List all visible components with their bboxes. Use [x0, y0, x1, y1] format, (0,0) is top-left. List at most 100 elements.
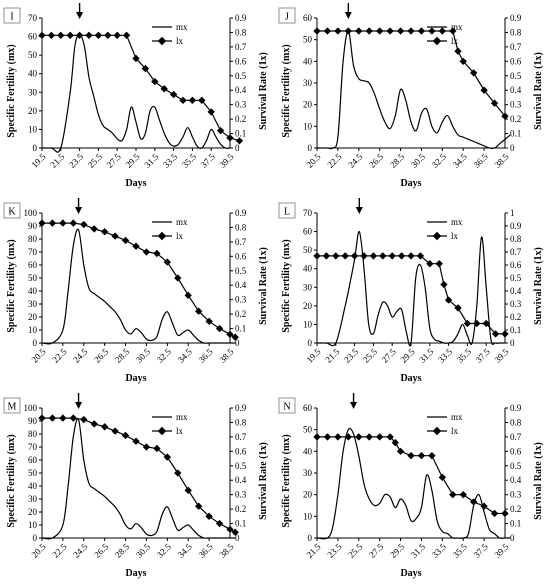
chart-n-svg: 0 10 20 30 40 50 60 0 0.1 0.2 0.3 0.4 0.5 0.6 0.7 0.8 0.…: [278, 393, 544, 579]
x-tick-label: 30.5: [134, 346, 153, 365]
series-mx-line: [41, 228, 236, 345]
y2-tick-label: 0: [235, 338, 240, 348]
y2-axis-title: Survival Rate (1x): [533, 442, 544, 520]
series-lx-line: [42, 222, 236, 338]
y-tick-label: 40: [303, 264, 313, 274]
series-lx-point: [323, 27, 332, 35]
y-axis-title: Specific Fertility (mx): [281, 239, 292, 332]
series-lx-point: [344, 27, 353, 35]
series-lx-point: [379, 252, 387, 260]
series-lx-point: [151, 77, 159, 86]
y-tick-label: 10: [28, 124, 38, 134]
x-tick-label: 21.5: [48, 151, 67, 170]
peak-arrow-head: [350, 402, 358, 409]
series-lx-point: [407, 27, 415, 35]
series-lx-point: [100, 423, 109, 431]
x-tick-label: 38.5: [217, 346, 236, 365]
x-tick-label: 24.5: [71, 346, 90, 365]
x-tick-label: 39.5: [492, 541, 511, 560]
x-tick-label: 34.5: [451, 151, 470, 170]
x-axis-title: Days: [400, 373, 421, 384]
y2-tick-label: 0: [235, 533, 240, 543]
x-axis-title: Days: [400, 178, 421, 189]
x-tick-label: 21.5: [304, 541, 323, 560]
y-tick-label: 40: [28, 481, 38, 491]
legend-lx-label: lx: [176, 36, 184, 46]
y2-tick-label: 1: [510, 208, 515, 218]
x-tick-label: 36.5: [197, 346, 216, 365]
x-tick-label: 35.5: [180, 151, 199, 170]
y-tick-label: 50: [28, 50, 38, 60]
x-tick-label: 33.5: [161, 151, 180, 170]
chart-panel-i: 0 10 20 30 40 50 60 70 0 0.1 0.2 0.3 0.4 0.5 0.6 0.7 0.8…: [0, 0, 275, 195]
chart-panel-m: 0 10 20 30 40 50 60 70 80 90 100 0 0.1 0.2 0.3 0.4 0.5 0.…: [0, 390, 275, 585]
chart-m-svg: 0 10 20 30 40 50 60 70 80 90 100 0 0.1 0.2 0.3 0.4 0.5 0.…: [3, 393, 269, 579]
y2-tick-label: 0.5: [510, 273, 522, 283]
legend-lx-marker: [432, 36, 442, 46]
y-tick-label: 10: [28, 520, 38, 530]
y2-tick-label: 0.7: [510, 42, 522, 52]
series-lx-point: [334, 433, 342, 441]
x-tick-label: 22.5: [325, 151, 344, 170]
y2-tick-label: 0.5: [235, 71, 247, 81]
y-tick-label: 20: [303, 100, 313, 110]
series-lx-point: [142, 443, 151, 451]
y-tick-label: 100: [24, 208, 38, 218]
x-tick-label: 25.5: [361, 346, 380, 365]
y2-tick-label: 0: [510, 533, 515, 543]
x-tick-label: 20.5: [29, 541, 48, 560]
x-axis-title: Days: [125, 373, 146, 384]
y2-tick-label: 0.1: [510, 325, 521, 335]
y2-tick-label: 0.9: [235, 13, 247, 23]
x-tick-label: 31.5: [142, 151, 161, 170]
series-lx-point: [491, 330, 500, 338]
panel-label-box: [278, 7, 296, 24]
y2-tick-label: 0.7: [510, 247, 522, 257]
series-lx-point: [231, 333, 239, 341]
y2-tick-label: 0.1: [235, 129, 246, 139]
y2-tick-label: 0.8: [235, 417, 247, 427]
x-tick-label: 37.5: [472, 541, 491, 560]
y2-tick-label: 0.9: [510, 221, 522, 231]
series-lx-point: [463, 319, 472, 328]
legend-mx-label: mx: [176, 412, 188, 422]
y2-tick-label: 0.7: [510, 432, 522, 442]
panel-label-box: [278, 202, 296, 219]
series-lx-point: [174, 274, 182, 282]
series-lx-point: [57, 31, 65, 40]
x-tick-label: 22.5: [50, 541, 69, 560]
x-tick-label: 31.5: [417, 346, 436, 365]
x-tick-label: 37.5: [199, 151, 218, 170]
y2-axis-title: Survival Rate (1x): [258, 247, 269, 325]
series-lx-line: [317, 255, 505, 335]
series-lx-point: [194, 502, 203, 510]
y2-tick-label: 0: [510, 338, 515, 348]
y-tick-label: 0: [308, 338, 313, 348]
chart-i-svg: 0 10 20 30 40 50 60 70 0 0.1 0.2 0.3 0.4 0.5 0.6 0.7 0.8…: [3, 3, 269, 189]
x-tick-label: 36.5: [197, 541, 216, 560]
y-tick-label: 10: [28, 325, 38, 335]
series-lx-point: [334, 27, 342, 35]
y2-tick-label: 0.8: [235, 27, 247, 37]
y2-tick-label: 0.7: [235, 42, 247, 52]
series-lx-point: [207, 108, 215, 116]
y2-tick-label: 0.1: [235, 519, 246, 529]
series-lx-point: [80, 415, 88, 424]
x-tick-label: 28.5: [388, 151, 407, 170]
legend-mx-label: mx: [176, 22, 188, 32]
series-lx-point: [369, 252, 378, 260]
y2-tick-label: 0.5: [235, 461, 247, 471]
x-tick-label: 31.5: [409, 541, 428, 560]
y2-tick-label: 0.4: [510, 475, 522, 485]
x-tick-label: 32.5: [430, 151, 449, 170]
y-tick-label: 50: [28, 273, 38, 283]
series-lx-point: [397, 252, 406, 260]
y-tick-label: 20: [28, 312, 38, 322]
series-lx-point: [184, 486, 192, 495]
series-lx-point: [179, 96, 187, 105]
y2-tick-label: 0.8: [510, 234, 522, 244]
x-tick-label: 34.5: [176, 541, 195, 560]
legend-lx-label: lx: [451, 426, 459, 436]
y-tick-label: 40: [28, 286, 38, 296]
series-lx-point: [184, 291, 192, 300]
